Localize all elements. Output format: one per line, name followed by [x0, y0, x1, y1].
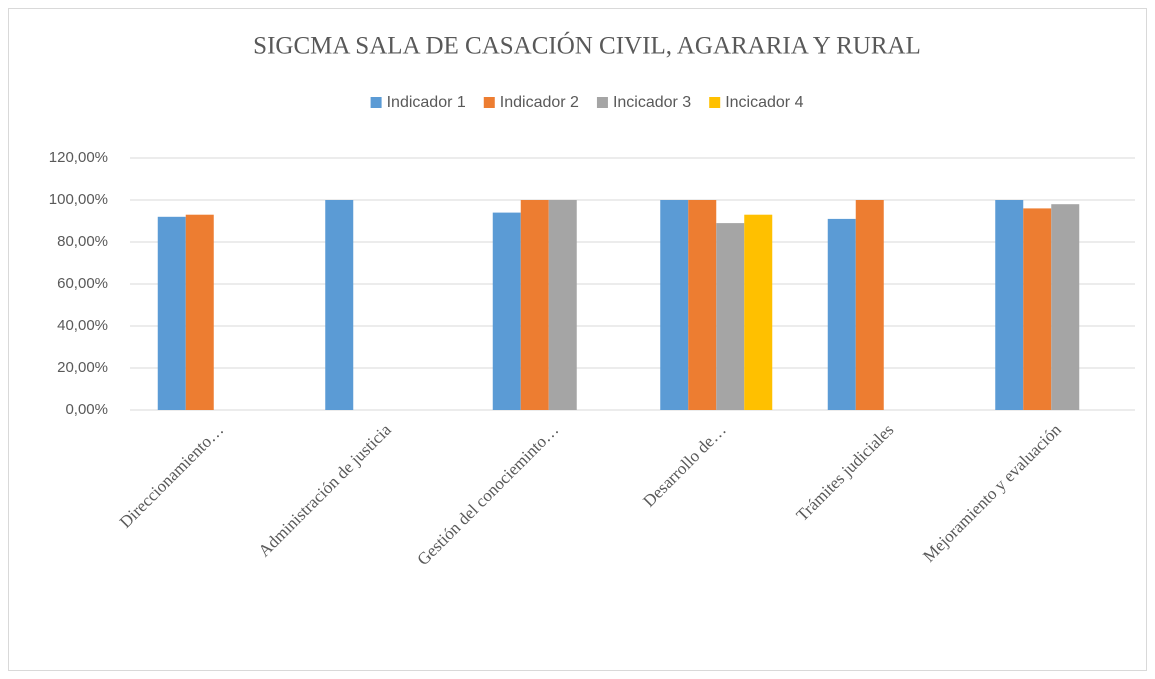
legend-label: Incicador 4	[725, 94, 803, 111]
y-tick-label: 40,00%	[57, 317, 108, 334]
legend-swatch	[370, 97, 382, 108]
bar	[325, 200, 354, 410]
y-tick-label: 20,00%	[57, 359, 108, 376]
bar	[716, 223, 745, 410]
bar	[995, 200, 1024, 410]
legend-swatch	[483, 97, 495, 108]
legend-label: Indicador 1	[387, 94, 466, 111]
bar	[660, 200, 689, 410]
y-tick-label: 120,00%	[49, 149, 108, 166]
bar	[688, 200, 717, 410]
y-tick-label: 100,00%	[49, 191, 108, 208]
legend: Indicador 1 Indicador 2 Incicador 3 Incicad…	[370, 94, 804, 111]
bar	[185, 214, 214, 410]
legend-swatch	[596, 97, 608, 108]
bar	[1023, 208, 1052, 410]
legend-label: Indicador 2	[500, 94, 579, 111]
bar	[827, 218, 856, 410]
bar	[744, 214, 773, 410]
bar	[157, 216, 186, 410]
chart-title: SIGCMA SALA DE CASACIÓN CIVIL, AGARARIA …	[253, 32, 921, 60]
legend-label: Incicador 3	[613, 94, 691, 111]
legend-swatch	[709, 97, 721, 108]
y-tick-label: 0,00%	[65, 401, 108, 418]
y-tick-label: 80,00%	[57, 233, 108, 250]
bar	[492, 212, 521, 410]
y-tick-label: 60,00%	[57, 275, 108, 292]
bar	[855, 200, 884, 410]
bar	[520, 200, 549, 410]
bar	[1051, 204, 1080, 410]
bar	[548, 200, 577, 410]
